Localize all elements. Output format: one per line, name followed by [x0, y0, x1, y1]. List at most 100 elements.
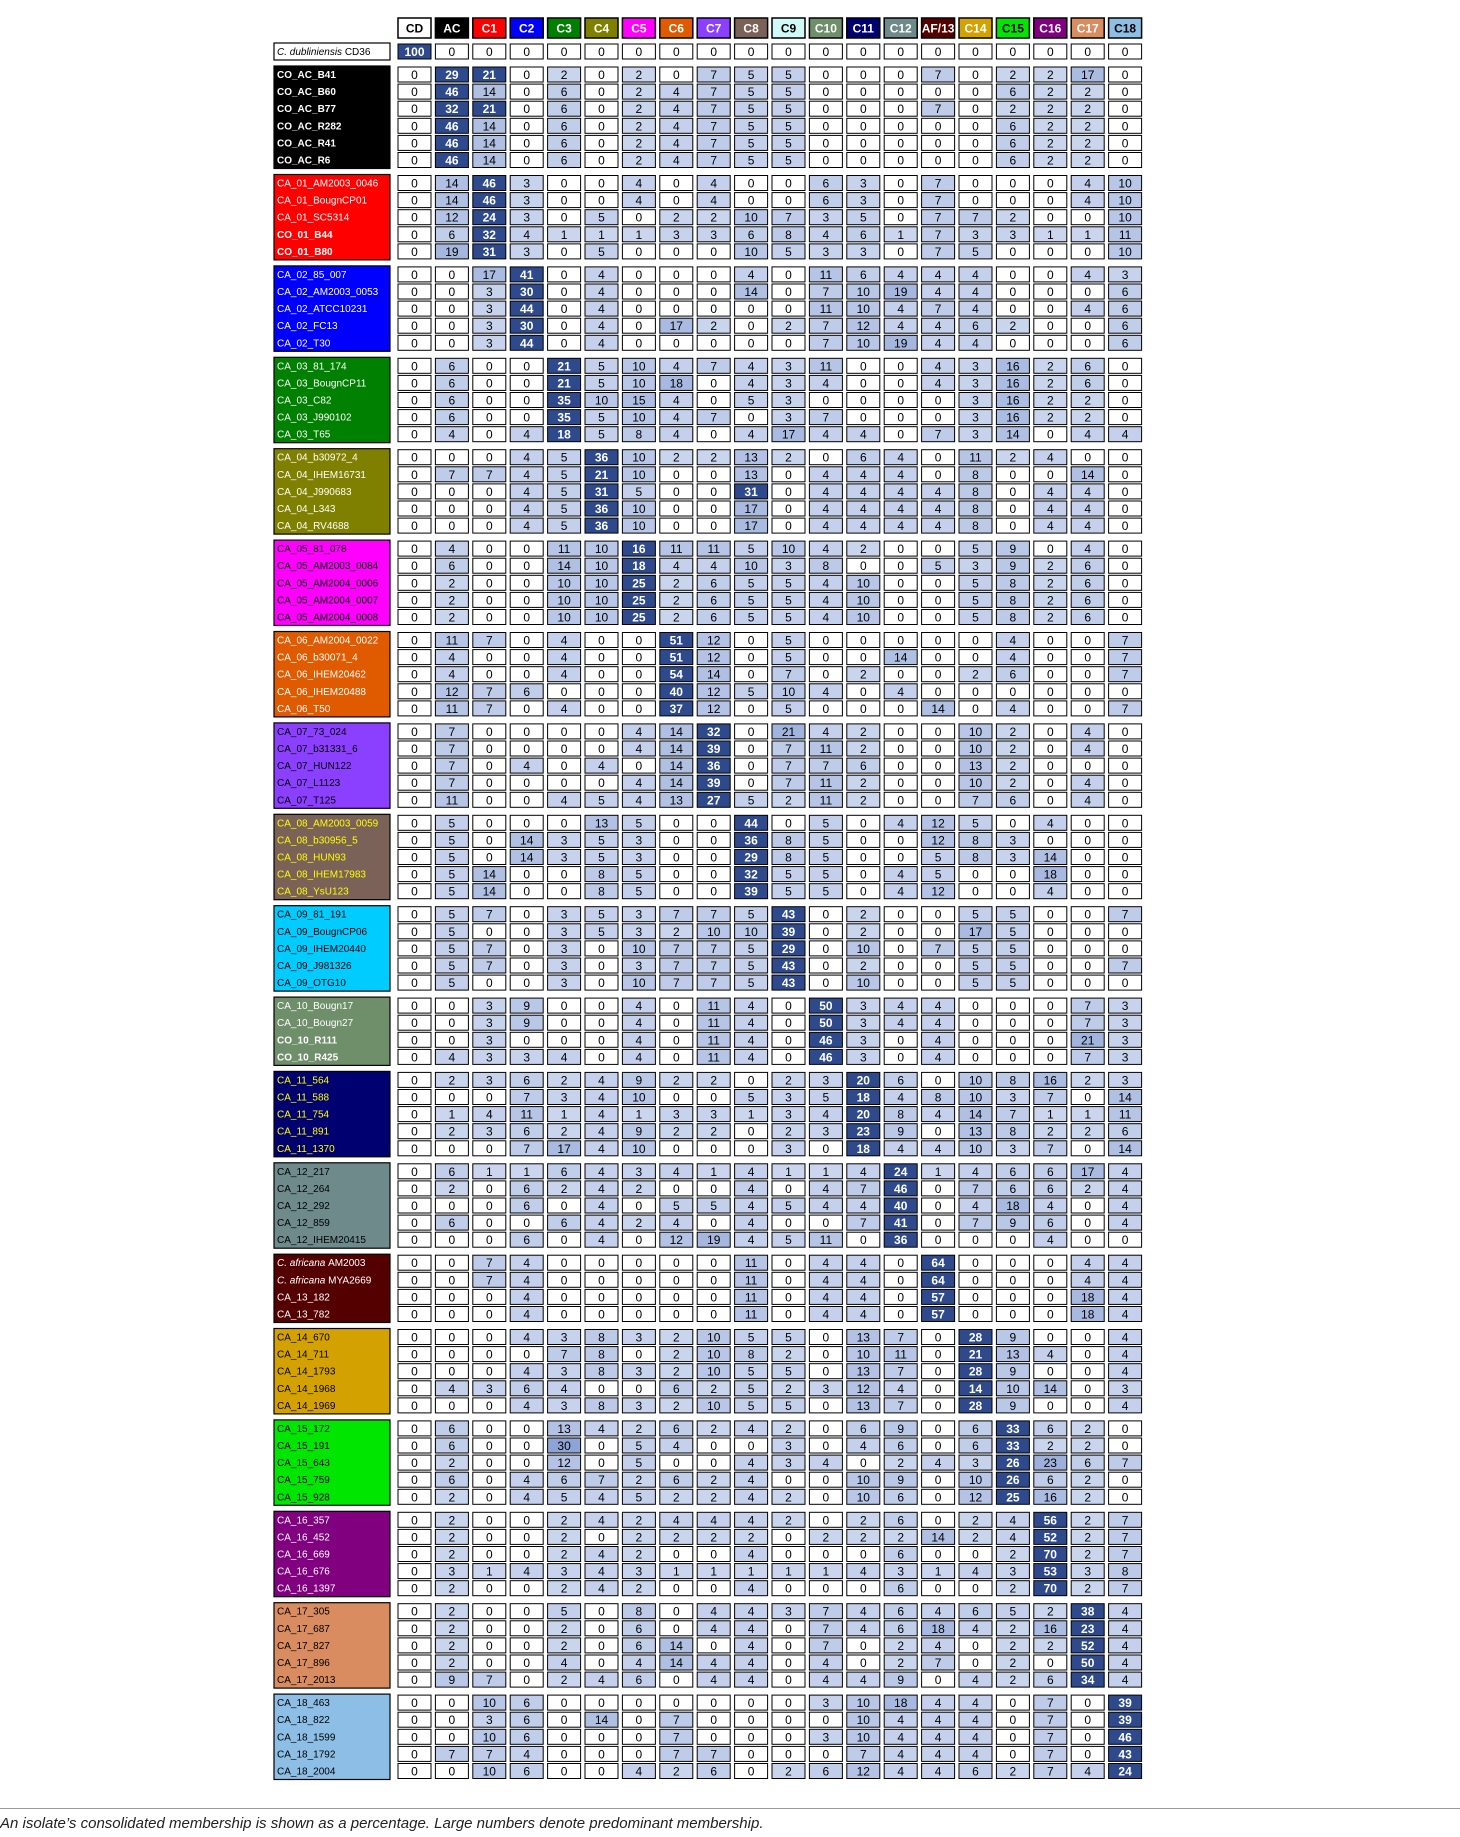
cell-fill: [434, 117, 469, 134]
cell-fill: [584, 517, 619, 534]
cell-value: 0: [748, 319, 755, 333]
table-cell: 4: [1070, 483, 1105, 500]
isolate-group: CA_10_Bougn17 0 0 3 9 0 0 4 0 11 4 0 50 3 4 4 0 0 0 7 3CA_10…: [273, 996, 1143, 1066]
cell-fill: [1108, 466, 1143, 483]
cell-value: 4: [673, 428, 680, 442]
table-cell: 3: [547, 849, 582, 865]
table-cell: 4: [734, 1420, 769, 1437]
table-cell: 26: [995, 1454, 1030, 1471]
cell-value: 43: [782, 908, 796, 922]
table-cell: 0: [958, 1306, 993, 1322]
cell-value: 0: [1047, 177, 1054, 191]
table-cell: 0: [808, 392, 843, 408]
cell-fill: [734, 557, 769, 574]
table-cell: 2: [771, 449, 806, 466]
table-cell: 2: [1033, 357, 1068, 374]
column-header-label: C4: [594, 22, 610, 36]
table-cell: 0: [397, 1197, 432, 1214]
table-cell: 5: [434, 940, 469, 957]
cell-value: 7: [523, 1091, 530, 1105]
table-cell: 2: [696, 1471, 731, 1488]
table-cell: 4: [584, 317, 619, 334]
table-cell: 0: [771, 283, 806, 300]
table-cell: 36: [584, 449, 619, 466]
cell-value: 6: [1010, 85, 1017, 99]
table-cell: 4: [1070, 1271, 1105, 1288]
cell-value: 2: [1047, 394, 1054, 408]
table-cell: 0: [397, 334, 432, 351]
table-cell: 32: [696, 723, 731, 740]
cell-value: 17: [969, 925, 983, 939]
column-header: C18: [1107, 17, 1143, 39]
table-cell: 5: [921, 557, 956, 574]
cell-fill: [434, 226, 469, 243]
table-row: CA_12_217 0 6 1 1 6 4 3 4 1 4 1 1 4 24 1 4 6 6 17 4: [277, 1163, 1143, 1180]
cell-value: 0: [823, 394, 830, 408]
table-cell: 0: [846, 100, 881, 117]
table-cell: 0: [397, 209, 432, 226]
cell-fill: [621, 449, 656, 466]
cell-value: 0: [935, 1331, 942, 1345]
cell-value: 0: [823, 702, 830, 716]
cell-fill: [1070, 334, 1105, 351]
cell-value: 7: [935, 942, 942, 956]
cell-value: 2: [636, 1182, 643, 1196]
table-cell: 0: [958, 1288, 993, 1305]
cell-value: 13: [744, 451, 758, 465]
cell-value: 3: [972, 376, 979, 390]
table-cell: 7: [921, 300, 956, 317]
cell-value: 16: [1006, 359, 1020, 373]
table-cell: 11: [696, 1048, 731, 1065]
table-cell: 4: [1033, 814, 1068, 831]
table-cell: 3: [958, 392, 993, 408]
table-cell: 2: [659, 449, 694, 466]
cell-fill: [472, 175, 507, 191]
table-cell: 6: [547, 83, 582, 100]
table-cell: 2: [659, 591, 694, 608]
cell-value: 0: [561, 177, 568, 191]
cell-value: 3: [523, 1050, 530, 1064]
cell-value: 10: [595, 593, 609, 607]
cell-value: 0: [561, 725, 568, 739]
table-cell: 4: [995, 700, 1030, 717]
cell-fill: [434, 43, 469, 60]
table-cell: 4: [509, 1329, 544, 1345]
cell-fill: [883, 283, 918, 300]
table-cell: 3: [547, 957, 582, 974]
cell-value: 0: [785, 502, 792, 516]
cell-value: 0: [1122, 85, 1129, 99]
table-cell: 0: [1033, 1306, 1068, 1322]
table-cell: 8: [995, 609, 1030, 625]
cell-value: 5: [561, 519, 568, 533]
cell-value: 0: [411, 1142, 418, 1156]
cell-value: 4: [636, 793, 643, 807]
cell-fill: [472, 83, 507, 100]
cell-fill: [1070, 66, 1105, 83]
table-cell: 0: [472, 1306, 507, 1322]
cell-value: 8: [598, 885, 605, 899]
cell-value: 13: [857, 1331, 871, 1345]
column-header-label: C8: [743, 22, 759, 36]
table-cell: 0: [958, 1048, 993, 1065]
cell-value: 0: [486, 1473, 493, 1487]
cell-value: 0: [823, 119, 830, 133]
cell-fill: [584, 357, 619, 374]
table-cell: 0: [397, 1048, 432, 1065]
cell-fill: [808, 374, 843, 391]
cell-fill: [995, 426, 1030, 443]
table-cell: 12: [921, 883, 956, 900]
table-cell: 5: [808, 831, 843, 848]
cell-value: 0: [1047, 1331, 1054, 1345]
cell-fill: [771, 209, 806, 226]
table-cell: 0: [696, 483, 731, 500]
table-cell: 3: [846, 175, 881, 191]
cell-value: 2: [710, 1382, 717, 1396]
table-cell: 4: [808, 500, 843, 517]
table-row: CA_15_928 0 2 0 4 5 4 5 2 2 4 2 0 10 6 0 12 25 16 2 0: [277, 1488, 1143, 1505]
cell-value: 0: [1122, 793, 1129, 807]
cell-fill: [808, 317, 843, 334]
cell-value: 0: [411, 211, 418, 225]
cell-fill: [846, 226, 881, 243]
cell-value: 20: [857, 1108, 871, 1122]
cell-value: 2: [972, 668, 979, 682]
